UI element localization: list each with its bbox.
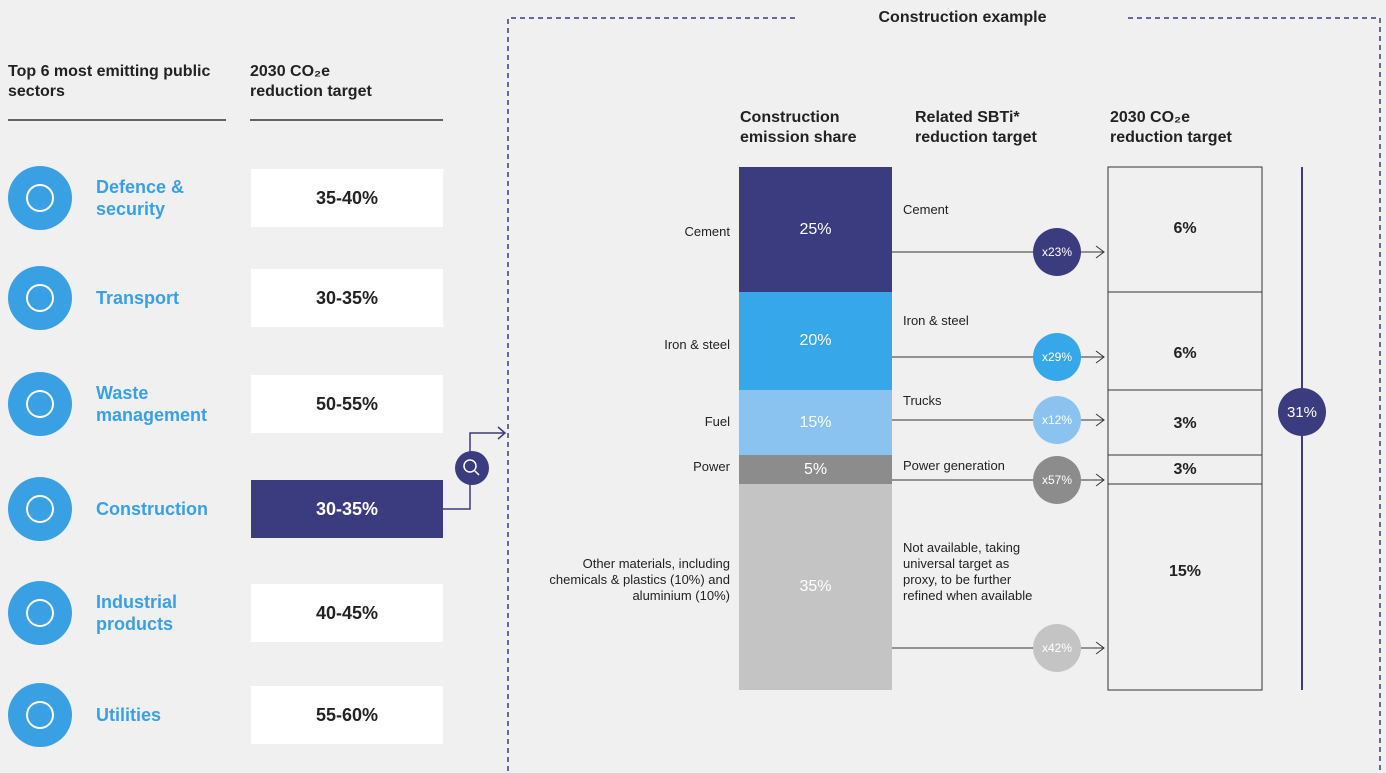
factor: x12%: [1041, 413, 1073, 427]
col-header: Related SBTi* reduction target: [915, 109, 1037, 146]
share-segment: [739, 455, 892, 484]
share: 5%: [803, 460, 828, 478]
target: 35-40%: [315, 187, 379, 208]
arrowhead: [1095, 473, 1105, 487]
icon-glyph: [26, 284, 54, 312]
target-box: [251, 480, 443, 538]
sbti-label: Not available, taking universal target a…: [903, 540, 1033, 603]
arrowhead: [1095, 413, 1105, 427]
col-header: Construction emission share: [740, 109, 857, 146]
row-label: Power: [693, 459, 730, 474]
share: 35%: [799, 578, 832, 595]
sector-name: Transport: [96, 288, 180, 308]
sector-name: Industrial products: [96, 592, 178, 634]
sector-icon: [8, 266, 72, 330]
target: 30-35%: [315, 287, 379, 308]
factor: x57%: [1041, 473, 1073, 487]
sbti-label: Trucks: [903, 393, 942, 408]
share-segment: [739, 390, 892, 455]
row-target: 6%: [1173, 345, 1197, 362]
icon-glyph: [26, 599, 54, 627]
share: 15%: [799, 413, 832, 431]
sector-icon: [8, 166, 72, 230]
sector-icon: [8, 683, 72, 747]
factor: x29%: [1041, 350, 1073, 364]
row-label: Other materials, including chemicals & p…: [549, 556, 730, 603]
arrowhead: [1095, 641, 1105, 655]
target-box: [251, 686, 443, 744]
icon-glyph: [26, 495, 54, 523]
share: 20%: [799, 332, 832, 349]
target-cell: [1107, 291, 1263, 391]
factor: x23%: [1041, 245, 1073, 259]
sector-name: Construction: [96, 499, 208, 519]
arrowhead: [497, 426, 507, 440]
row-label: Fuel: [704, 414, 730, 429]
sector-icon: [8, 477, 72, 541]
factor-circle: [1033, 456, 1081, 504]
search-icon: [455, 451, 489, 485]
icon-glyph: [26, 184, 54, 212]
factor-circle: [1033, 396, 1081, 444]
header: Top 6 most emitting public sectors: [8, 63, 211, 100]
icon-glyph: [26, 701, 54, 729]
row-target: 3%: [1173, 461, 1197, 478]
glass: [463, 459, 477, 473]
factor-circle: [1033, 624, 1081, 672]
factor-circle: [1033, 228, 1081, 276]
header: 2030 CO₂e reduction target: [250, 63, 372, 100]
target-cell: [1107, 483, 1263, 691]
row-target: 3%: [1173, 415, 1197, 432]
target: 50-55%: [315, 393, 379, 414]
share-segment: [739, 292, 892, 390]
arrowhead: [1095, 350, 1105, 364]
col-header: 2030 CO₂e reduction target: [1110, 109, 1232, 146]
total-circle: [1278, 388, 1326, 436]
target: 30-35%: [315, 498, 379, 519]
share: 25%: [799, 220, 832, 238]
target-box: [251, 269, 443, 327]
sector-name: Utilities: [96, 705, 162, 725]
target: 55-60%: [315, 704, 379, 725]
sector-name: Defence & security: [96, 177, 185, 219]
share-segment: [739, 167, 892, 292]
target-box: [251, 375, 443, 433]
row-label: Iron & steel: [664, 337, 730, 352]
sbti-label: Power generation: [903, 458, 1005, 473]
sector-name: Waste management: [96, 383, 208, 425]
target-box: [251, 169, 443, 227]
total: 31%: [1286, 403, 1318, 421]
sector-icon: [8, 581, 72, 645]
arrowhead: [1095, 245, 1105, 259]
row-label: Cement: [684, 224, 730, 239]
sector-icon: [8, 372, 72, 436]
target: 40-45%: [315, 602, 379, 623]
factor-circle: [1033, 333, 1081, 381]
target-box: [251, 584, 443, 642]
row-target: 15%: [1168, 563, 1202, 580]
sbti-label: Iron & steel: [903, 313, 969, 328]
panel-border: [1128, 17, 1381, 773]
row-target: 6%: [1173, 220, 1197, 237]
glass-handle: [473, 469, 480, 476]
share-segment: [739, 484, 892, 690]
sbti-label: Cement: [903, 201, 949, 217]
factor: x42%: [1041, 641, 1073, 655]
panel-title: Construction example: [878, 9, 1047, 26]
icon-glyph: [26, 390, 54, 418]
